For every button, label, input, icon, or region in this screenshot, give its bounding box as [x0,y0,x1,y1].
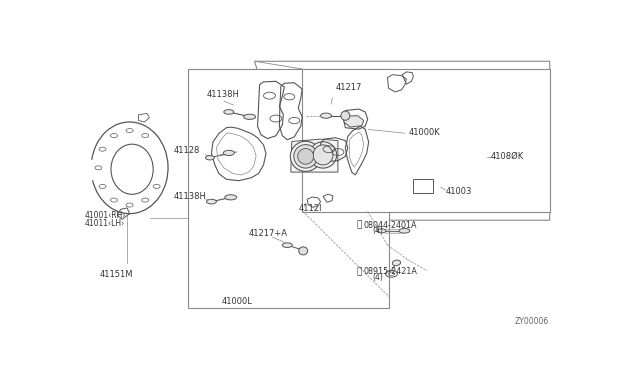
Text: Ⓦ: Ⓦ [356,267,362,276]
Ellipse shape [291,141,321,171]
Text: (4): (4) [372,273,383,282]
Ellipse shape [299,247,308,255]
Text: 41138H: 41138H [173,192,206,201]
Text: 08044-2401A: 08044-2401A [364,221,417,230]
Text: 41000K: 41000K [408,128,440,137]
Bar [188,69,389,308]
Bar [413,179,433,193]
Text: (4): (4) [372,226,383,235]
Text: 08915-2421A: 08915-2421A [364,267,417,276]
Text: 41001‹RH›: 41001‹RH› [85,211,127,219]
Ellipse shape [224,110,234,114]
Bar [302,69,550,212]
Text: ZY00006: ZY00006 [515,317,548,326]
Ellipse shape [392,260,401,266]
Text: 41003: 41003 [446,187,472,196]
Text: 41151M: 41151M [100,270,133,279]
Ellipse shape [207,199,216,204]
Text: 41217: 41217 [335,83,362,92]
Polygon shape [344,116,364,127]
Ellipse shape [399,228,410,233]
Text: 41217+A: 41217+A [249,229,287,238]
Text: 41128: 41128 [173,146,200,155]
Ellipse shape [309,142,337,168]
Ellipse shape [205,155,214,160]
Text: 41138H: 41138H [207,90,239,99]
Text: 41011‹LH›: 41011‹LH› [85,219,125,228]
Text: 41000L: 41000L [221,296,252,305]
Ellipse shape [377,229,386,233]
Ellipse shape [223,150,234,155]
Ellipse shape [294,145,317,168]
Ellipse shape [341,111,350,120]
Ellipse shape [244,114,255,119]
Polygon shape [255,61,550,220]
Ellipse shape [298,148,314,164]
Ellipse shape [313,145,333,165]
Text: Ⓑ: Ⓑ [356,221,362,230]
Ellipse shape [225,195,237,200]
Text: 4108ØK: 4108ØK [491,152,524,161]
Text: 4112I: 4112I [298,204,322,213]
Ellipse shape [282,243,292,247]
Ellipse shape [321,113,332,118]
Polygon shape [291,139,338,172]
